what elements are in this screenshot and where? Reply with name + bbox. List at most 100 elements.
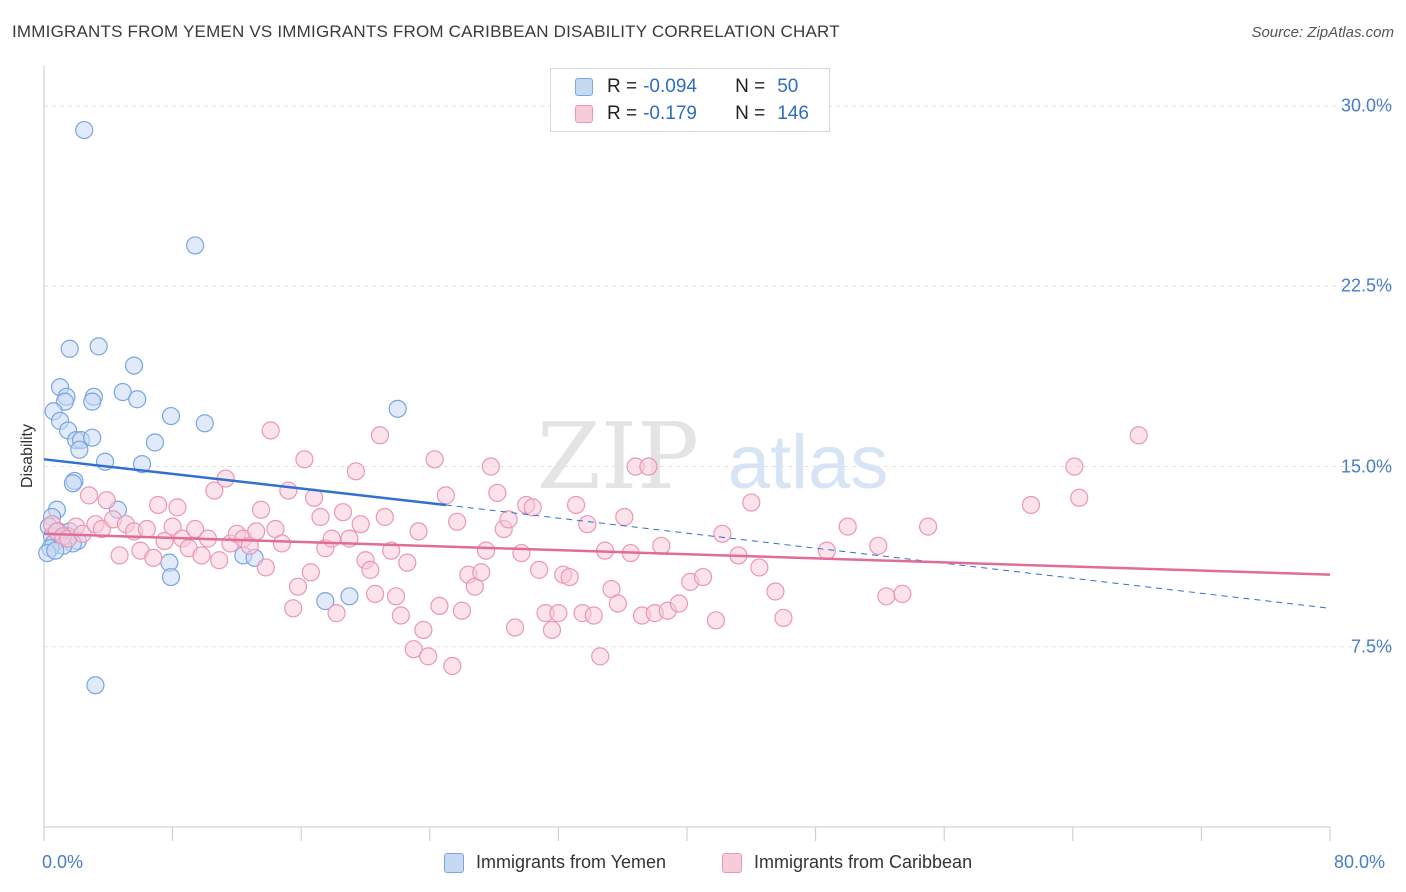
point-caribbean: [279, 481, 298, 500]
watermark-atlas: atlas: [728, 420, 889, 505]
point-caribbean: [693, 567, 713, 587]
point-caribbean: [351, 515, 370, 534]
point-caribbean: [476, 541, 496, 560]
point-caribbean: [639, 457, 658, 476]
point-caribbean: [404, 640, 423, 659]
point-caribbean: [512, 543, 531, 563]
point-caribbean: [838, 517, 857, 536]
point-caribbean: [284, 599, 303, 618]
x-tick-label-min: 0.0%: [42, 852, 84, 872]
point-caribbean: [247, 522, 266, 541]
legend-n-label: N =: [735, 76, 766, 97]
legend-n-value-caribbean: 146: [777, 103, 809, 124]
point-caribbean: [1129, 426, 1148, 445]
point-caribbean: [361, 560, 380, 579]
point-caribbean: [137, 519, 156, 539]
point-caribbean: [774, 608, 793, 628]
bottom-legend-swatch-caribbean: [722, 852, 742, 873]
point-caribbean: [425, 450, 444, 469]
x-tick-label-max: 80.0%: [1334, 852, 1386, 872]
point-caribbean: [97, 491, 116, 510]
trend-line-yemen: [43, 458, 447, 507]
chart-title: IMMIGRANTS FROM YEMEN VS IMMIGRANTS FROM…: [12, 22, 840, 41]
point-yemen: [128, 390, 147, 409]
trend-lines: [43, 458, 1331, 609]
legend-row-yemen: R = -0.094 N = 50: [575, 74, 798, 100]
y-tick-label: 7.5%: [1350, 636, 1392, 657]
point-yemen: [145, 433, 165, 452]
point-caribbean: [386, 587, 406, 606]
point-caribbean: [168, 498, 187, 517]
trend-line-yemen-extension: [445, 504, 1331, 609]
point-caribbean: [144, 548, 163, 567]
point-yemen: [186, 236, 205, 255]
point-caribbean: [452, 601, 472, 620]
point-yemen: [388, 399, 407, 418]
legend-swatch-yemen: [575, 78, 593, 96]
point-yemen: [161, 567, 181, 587]
point-caribbean: [608, 594, 627, 613]
point-yemen: [113, 382, 132, 402]
point-caribbean: [256, 558, 275, 577]
point-yemen: [89, 337, 108, 356]
legend-r-value-yemen: -0.094: [643, 76, 697, 97]
point-yemen: [161, 406, 181, 426]
point-caribbean: [523, 498, 542, 517]
point-caribbean: [205, 481, 224, 500]
point-yemen: [340, 587, 359, 606]
trend-line-caribbean: [43, 532, 1331, 576]
point-caribbean: [210, 551, 229, 570]
y-tick-label: 15.0%: [1340, 456, 1392, 477]
point-caribbean: [713, 524, 732, 543]
chart-source: Source: ZipAtlas.com: [1251, 24, 1394, 41]
point-caribbean: [542, 620, 562, 640]
point-caribbean: [192, 546, 211, 565]
point-caribbean: [414, 620, 433, 640]
y-tick-label: 22.5%: [1340, 275, 1392, 296]
legend-n-label: N =: [735, 103, 766, 124]
point-yemen: [132, 455, 152, 474]
legend-row-caribbean: R = -0.179 N = 146: [575, 101, 809, 127]
point-caribbean: [919, 517, 938, 536]
point-caribbean: [472, 563, 491, 582]
point-caribbean: [481, 457, 500, 476]
point-caribbean: [1070, 488, 1089, 507]
point-caribbean: [443, 656, 462, 676]
point-caribbean: [288, 577, 308, 596]
point-caribbean: [549, 604, 568, 623]
point-caribbean: [149, 495, 168, 515]
watermark-zip: ZIP: [537, 403, 699, 510]
point-caribbean: [382, 541, 401, 560]
point-caribbean: [311, 507, 330, 527]
point-caribbean: [322, 529, 341, 548]
point-caribbean: [488, 483, 507, 503]
point-yemen: [75, 120, 94, 140]
point-caribbean: [398, 553, 417, 572]
point-caribbean: [333, 503, 353, 522]
axes: [43, 66, 1331, 841]
point-caribbean: [251, 500, 271, 519]
point-caribbean: [327, 604, 346, 623]
bottom-legend-swatch-yemen: [444, 852, 464, 873]
point-caribbean: [419, 647, 438, 666]
point-caribbean: [893, 584, 912, 603]
point-yemen: [86, 676, 105, 695]
point-caribbean: [578, 515, 597, 534]
point-caribbean: [430, 596, 449, 616]
point-caribbean: [566, 495, 586, 515]
point-caribbean: [272, 534, 292, 553]
legend-r-value-caribbean: -0.179: [643, 103, 697, 124]
watermark: ZIP atlas: [537, 403, 888, 510]
y-axis-label: Disability: [19, 423, 36, 489]
point-caribbean: [530, 560, 549, 579]
bottom-legend-yemen: Immigrants from Yemen: [444, 852, 666, 873]
point-caribbean: [366, 584, 385, 603]
point-caribbean: [261, 421, 280, 440]
point-yemen: [83, 428, 102, 447]
legend-r-label: R =: [607, 76, 638, 97]
legend-r-label: R =: [607, 103, 638, 124]
point-yemen: [124, 356, 144, 375]
point-caribbean: [301, 563, 320, 582]
point-caribbean: [615, 507, 634, 527]
